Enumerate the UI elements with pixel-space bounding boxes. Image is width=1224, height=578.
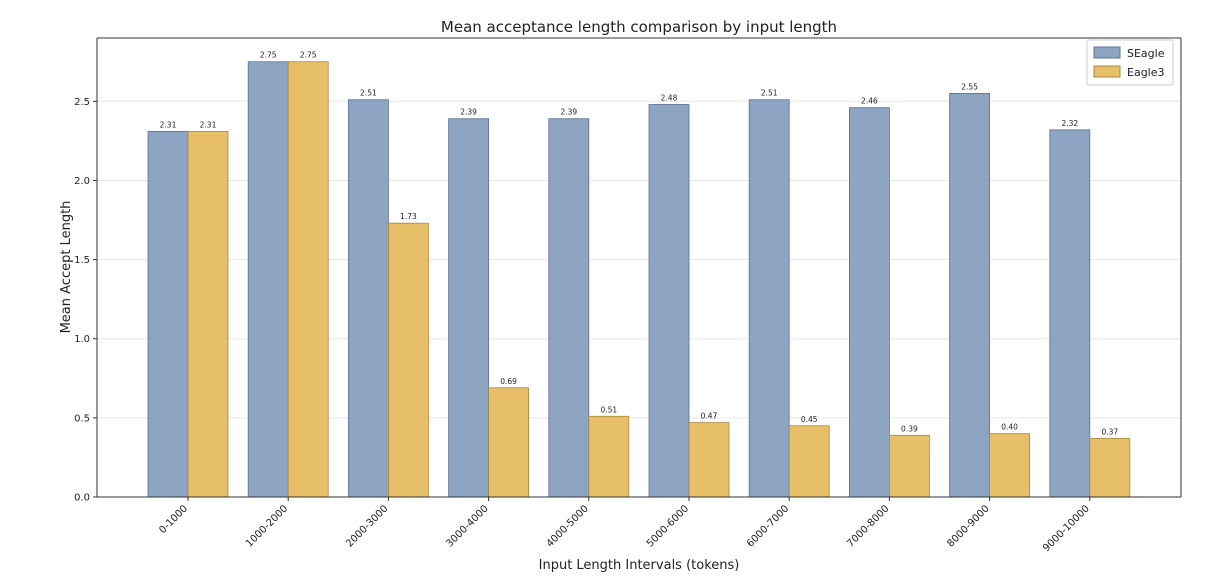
bar-value-label: 2.39	[460, 108, 477, 117]
bar-seagle	[247, 61, 289, 498]
x-tick-label: 0-1000	[157, 503, 190, 536]
bar-value-label: 0.40	[1001, 423, 1018, 432]
y-tick-label: 2.0	[74, 176, 90, 187]
y-tick-label: 0.0	[74, 493, 90, 504]
bar-seagle	[949, 92, 990, 498]
axes	[96, 37, 1182, 498]
bar-seagle	[648, 104, 690, 498]
bar-seagle	[849, 107, 890, 498]
y-tick-label: 2.5	[74, 97, 90, 108]
bar-seagle	[448, 118, 490, 498]
bar-value-label: 2.51	[360, 89, 377, 98]
bar-eagle3	[989, 433, 1030, 498]
x-tick-label: 3000-4000	[444, 503, 490, 549]
bar-value-label: 2.31	[200, 120, 217, 129]
bar-seagle	[347, 99, 389, 498]
bar-eagle3	[889, 434, 930, 498]
y-tick-label: 0.5	[74, 413, 90, 424]
bar-value-label: 2.48	[661, 93, 678, 102]
bars	[147, 61, 1131, 498]
legend-swatch-seagle	[1093, 46, 1121, 59]
bar-value-label: 0.47	[701, 412, 718, 421]
bar-eagle3	[788, 425, 830, 498]
legend-label-seagle: SEagle	[1127, 47, 1165, 60]
x-tick-label: 5000-6000	[645, 503, 691, 549]
x-tick-label: 1000-2000	[244, 503, 290, 549]
bar-value-label: 2.51	[761, 89, 778, 98]
x-tick-label: 2000-3000	[344, 503, 390, 549]
bar-seagle	[748, 99, 790, 498]
x-axis-title: Input Length Intervals (tokens)	[539, 558, 740, 573]
bar-value-label: 1.73	[400, 212, 417, 221]
bar-value-label: 2.46	[861, 97, 878, 106]
x-tick-label: 8000-9000	[945, 503, 991, 549]
bar-value-label: 2.32	[1061, 119, 1078, 128]
y-axis-title: Mean Accept Length	[59, 201, 74, 334]
bar-eagle3	[488, 387, 530, 498]
bar-value-label: 0.69	[500, 377, 517, 386]
bar-value-label: 0.37	[1101, 427, 1118, 436]
x-tick-label: 9000-10000	[1041, 503, 1092, 554]
legend-label-eagle3: Eagle3	[1127, 66, 1165, 79]
bar-value-label: 0.45	[801, 415, 818, 424]
bar-eagle3	[187, 130, 229, 498]
chart-title: Mean acceptance length comparison by inp…	[441, 18, 837, 36]
value-labels: 2.31 2.75 2.51 2.39 2.39 2.48 2.51 2.46 2.55 2.32…	[160, 51, 1119, 437]
x-tick-label: 7000-8000	[845, 503, 891, 549]
bar-value-label: 0.51	[600, 405, 617, 414]
bar-eagle3	[387, 222, 429, 498]
x-tick-label: 6000-7000	[745, 503, 791, 549]
y-axis-ticks: 0.0 0.5 1.0 1.5 2.0 2.5	[74, 97, 97, 504]
bar-seagle	[1049, 129, 1091, 498]
bar-eagle3	[287, 61, 329, 498]
bar-eagle3	[688, 422, 730, 498]
bar-value-label: 2.55	[961, 82, 978, 91]
bar-value-label: 2.31	[160, 120, 177, 129]
bar-value-label: 2.39	[560, 108, 577, 117]
bar-eagle3	[588, 415, 630, 498]
bar-value-label: 2.75	[260, 51, 277, 60]
bar-value-label: 2.75	[300, 51, 317, 60]
x-axis-ticks: 0-1000 1000-2000 2000-3000 3000-4000 4000-50…	[157, 497, 1092, 554]
legend: SEagle Eagle3	[1086, 39, 1174, 86]
y-tick-label: 1.5	[74, 255, 90, 266]
bar-eagle3	[1089, 438, 1131, 498]
legend-swatch-eagle3	[1093, 65, 1121, 78]
bar-seagle	[147, 130, 189, 498]
x-tick-label: 4000-5000	[545, 503, 591, 549]
bar-value-label: 0.39	[901, 424, 918, 433]
bar-seagle	[548, 118, 590, 498]
y-tick-label: 1.0	[74, 334, 90, 345]
